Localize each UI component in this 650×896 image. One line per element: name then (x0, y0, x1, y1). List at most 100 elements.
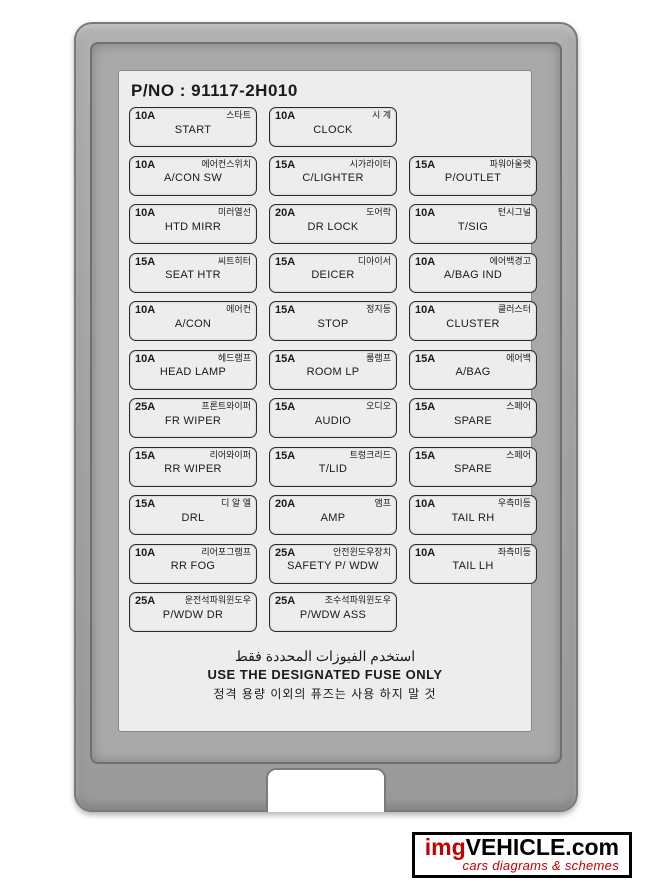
fuse-amp: 15A (275, 159, 295, 172)
fuse-amp: 15A (275, 353, 295, 366)
fuse-label-kr: 우측미등 (498, 498, 531, 511)
note-english: USE THE DESIGNATED FUSE ONLY (129, 667, 521, 682)
fuse-label-kr: 앰프 (374, 498, 391, 511)
fuse-label-en: RR WIPER (135, 463, 251, 476)
fuse-room-lp: 15A룸램프ROOM LP (269, 350, 397, 390)
fuse-label-kr: 스페어 (506, 450, 531, 463)
fuse-label-en: DRL (135, 512, 251, 525)
fuse-drl: 15A디 알 엘DRL (129, 495, 257, 535)
fuse-htd-mirr: 10A 미러열선HTD MIRR (129, 204, 257, 244)
fuse-label-en: A/CON SW (135, 172, 251, 185)
label-plate: P/NO : 91117-2H010 10A스타트START10A시 계CLOC… (118, 70, 532, 732)
watermark-vehicle: VEHICLE.com (466, 834, 619, 860)
fuse-amp: 25A (135, 595, 155, 608)
fuse-spare: 15A 스페어SPARE (409, 447, 537, 487)
fuse-label-en: START (135, 124, 251, 137)
fuse-label-en: CLOCK (275, 124, 391, 137)
fuse-start: 10A스타트START (129, 107, 257, 147)
fuse-label-en: A/BAG (415, 366, 531, 379)
fuse-label-en: SPARE (415, 463, 531, 476)
fuse-grid: 10A스타트START10A시 계CLOCK10A에어컨스위치A/CON SW1… (129, 107, 521, 642)
fuse-amp: 10A (415, 256, 435, 269)
fuse-label-en: P/WDW DR (135, 609, 251, 622)
fuse-label-kr: 스페어 (506, 401, 531, 414)
panel-inner: P/NO : 91117-2H010 10A스타트START10A시 계CLOC… (90, 42, 562, 764)
fuse-amp: 15A (415, 353, 435, 366)
fuse-label-en: RR FOG (135, 560, 251, 573)
fuse-label-en: HTD MIRR (135, 221, 251, 234)
fuse-label-kr: 시 계 (372, 110, 391, 123)
fuse-amp: 15A (415, 450, 435, 463)
fuse-seat-htr: 15A씨트히터SEAT HTR (129, 253, 257, 293)
fuse-label-en: C/LIGHTER (275, 172, 391, 185)
fuse-label-en: A/BAG IND (415, 269, 531, 282)
fuse-label-kr: 시가라이터 (350, 159, 391, 172)
fuse-rr-wiper: 15A 리어와이퍼RR WIPER (129, 447, 257, 487)
fuse-label-kr: 에어컨스위치 (201, 159, 251, 172)
fuse-label-en: T/SIG (415, 221, 531, 234)
note-korean: 정격 용량 이외의 퓨즈는 사용 하지 말 것 (129, 685, 521, 702)
fuse-amp: 15A (135, 450, 155, 463)
fuse-amp: 10A (135, 547, 155, 560)
fuse-amp: 10A (135, 304, 155, 317)
fuse-t-lid: 15A트렁크리드T/LID (269, 447, 397, 487)
fuse-amp: 25A (135, 401, 155, 414)
fuse-label-kr: 턴시그널 (498, 207, 531, 220)
fuse-a-bag-ind: 10A 에어백경고A/BAG IND (409, 253, 537, 293)
fuse-amp: 10A (135, 207, 155, 220)
note-arabic: استخدم الفيوزات المحددة فقط (129, 648, 521, 665)
part-number: P/NO : 91117-2H010 (131, 81, 521, 101)
notes: استخدم الفيوزات المحددة فقط USE THE DESI… (129, 648, 521, 702)
fuse-label-en: DEICER (275, 269, 391, 282)
fuse-amp: 10A (415, 547, 435, 560)
fuse-amp: 10A (275, 110, 295, 123)
fuse-label-kr: 에어컨 (226, 304, 251, 317)
fuse-label-kr: 프론트와이퍼 (201, 401, 251, 414)
fuse-label-en: AUDIO (275, 415, 391, 428)
fuse-label-kr: 도어락 (366, 207, 391, 220)
fuse-spare: 15A스페어SPARE (409, 398, 537, 438)
fuse-label-kr: 미러열선 (218, 207, 251, 220)
fuse-amp: 10A (415, 304, 435, 317)
fuse-label-kr: 헤드램프 (218, 353, 251, 366)
fuse-amp: 10A (135, 159, 155, 172)
fuse-tail-rh: 10A 우측미등TAIL RH (409, 495, 537, 535)
fuse-label-en: TAIL RH (415, 512, 531, 525)
fuse-amp: 15A (135, 498, 155, 511)
fuse-label-kr: 에어백 (506, 353, 531, 366)
fuse-amp: 15A (275, 304, 295, 317)
fuse-label-kr: 안전윈도우장치 (333, 547, 391, 560)
fuse-label-kr: 좌측미등 (498, 547, 531, 560)
fuse-label-kr: 파워아울렛 (490, 159, 531, 172)
fuse-rr-fog: 10A 리어포그램프RR FOG (129, 544, 257, 584)
fuse-label-kr: 정지등 (366, 304, 391, 317)
fuse-box-cover: P/NO : 91117-2H010 10A스타트START10A시 계CLOC… (74, 22, 578, 812)
fuse-label-en: SPARE (415, 415, 531, 428)
fuse-label-en: TAIL LH (415, 560, 531, 573)
fuse-amp: 15A (275, 256, 295, 269)
fuse-label-kr: 에어백경고 (490, 256, 531, 269)
fuse-label-kr: 조수석파워윈도우 (325, 595, 391, 608)
fuse-a-con: 10A에어컨A/CON (129, 301, 257, 341)
fuse-clock: 10A 시 계CLOCK (269, 107, 397, 147)
fuse-label-kr: 오디오 (366, 401, 391, 414)
fuse-label-kr: 리어포그램프 (201, 547, 251, 560)
fuse-safety-p-wdw: 25A안전윈도우장치SAFETY P/ WDW (269, 544, 397, 584)
fuse-label-kr: 스타트 (226, 110, 251, 123)
fuse-fr-wiper: 25A 프론트와이퍼FR WIPER (129, 398, 257, 438)
fuse-label-en: P/WDW ASS (275, 609, 391, 622)
fuse-amp: 15A (275, 401, 295, 414)
fuse-label-en: FR WIPER (135, 415, 251, 428)
fuse-label-kr: 운전석파워윈도우 (185, 595, 251, 608)
fuse-label-en: AMP (275, 512, 391, 525)
fuse-tail-lh: 10A 좌측미등TAIL LH (409, 544, 537, 584)
fuse-label-kr: 리어와이퍼 (210, 450, 251, 463)
fuse-label-en: ROOM LP (275, 366, 391, 379)
tab-cutout (266, 768, 386, 812)
fuse-audio: 15A 오디오AUDIO (269, 398, 397, 438)
fuse-deicer: 15A디아이서DEICER (269, 253, 397, 293)
fuse-label-kr: 씨트히터 (218, 256, 251, 269)
fuse-amp: 10A (415, 498, 435, 511)
fuse-label-en: STOP (275, 318, 391, 331)
watermark: imgVEHICLE.com cars diagrams & schemes (412, 832, 632, 878)
